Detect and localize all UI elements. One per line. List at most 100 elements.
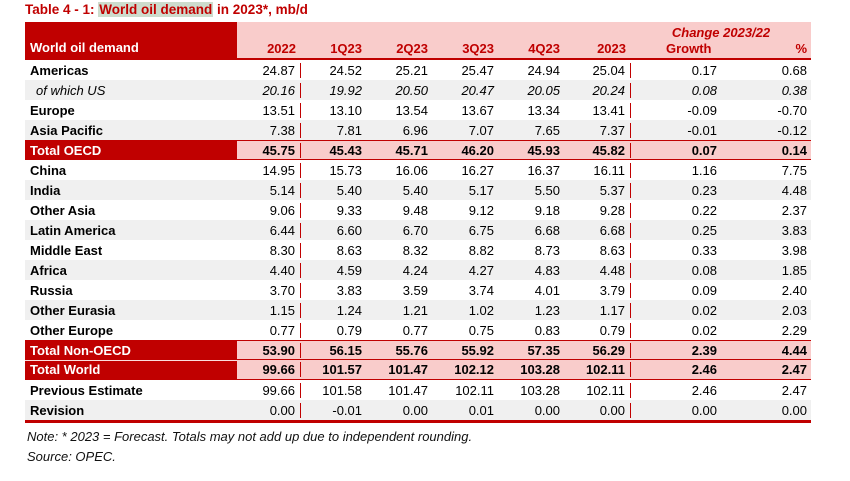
value-cell: 16.27 xyxy=(461,162,494,178)
value-cell: 0.00 xyxy=(781,402,807,418)
value-cell: -0.09 xyxy=(687,102,717,118)
table-header: World oil demand Change 2023/22 2022 1Q2… xyxy=(25,22,811,60)
column-header-2q23: 2Q23 xyxy=(396,41,428,56)
value-cell: 15.73 xyxy=(329,162,362,178)
title-suffix: in 2023*, mb/d xyxy=(213,2,308,17)
row-label: Americas xyxy=(30,62,89,78)
value-cell: 55.92 xyxy=(461,342,494,358)
value-cell: 13.41 xyxy=(565,102,631,118)
value-cell: 16.06 xyxy=(395,162,428,178)
value-cell: 19.92 xyxy=(329,82,362,98)
value-cell: -0.01 xyxy=(687,122,717,138)
row-label: Total OECD xyxy=(25,141,237,159)
value-cell: 4.27 xyxy=(468,262,494,278)
column-header-growth: Growth xyxy=(666,41,712,56)
table-number-label: Table 4 - 1: xyxy=(25,2,99,17)
value-cell: 4.48 xyxy=(565,262,631,278)
value-cell: 0.00 xyxy=(691,402,717,418)
value-cell: 7.75 xyxy=(781,162,807,178)
value-cell: 0.77 xyxy=(402,322,428,338)
table-row: of which US 20.16 19.92 20.50 20.47 20.0… xyxy=(25,80,811,100)
value-cell: 13.51 xyxy=(237,102,301,118)
value-cell: 53.90 xyxy=(237,342,301,358)
value-cell: 0.17 xyxy=(691,62,717,78)
value-cell: 56.15 xyxy=(329,342,362,358)
table-row: Other Eurasia 1.15 1.24 1.21 1.02 1.23 1… xyxy=(25,300,811,320)
table-bottom-rule xyxy=(25,420,811,423)
value-cell: 5.50 xyxy=(534,182,560,198)
value-cell: 0.00 xyxy=(534,402,560,418)
column-header-3q23: 3Q23 xyxy=(462,41,494,56)
value-cell: 0.25 xyxy=(691,222,717,238)
value-cell: 25.47 xyxy=(461,62,494,78)
value-cell: 6.96 xyxy=(402,122,428,138)
row-label: Total World xyxy=(25,360,237,379)
value-cell: 0.79 xyxy=(336,322,362,338)
value-cell: 0.09 xyxy=(691,282,717,298)
value-cell: 0.75 xyxy=(468,322,494,338)
value-cell: 99.66 xyxy=(237,382,301,398)
value-cell: 0.33 xyxy=(691,242,717,258)
value-cell: 20.47 xyxy=(461,82,494,98)
row-label: Middle East xyxy=(30,242,103,258)
table-row: Other Asia 9.06 9.33 9.48 9.12 9.18 9.28… xyxy=(25,200,811,220)
value-cell: 7.37 xyxy=(565,122,631,138)
value-cell: -0.12 xyxy=(777,122,807,138)
value-cell: 102.11 xyxy=(565,382,631,398)
row-label: Latin America xyxy=(30,222,116,238)
note-line: Note: * 2023 = Forecast. Totals may not … xyxy=(27,429,473,444)
value-cell: 0.02 xyxy=(691,302,717,318)
value-cell: 6.75 xyxy=(468,222,494,238)
value-cell: 8.30 xyxy=(237,242,301,258)
value-cell: 13.10 xyxy=(329,102,362,118)
value-cell: 1.24 xyxy=(336,302,362,318)
value-cell: 8.32 xyxy=(402,242,428,258)
value-cell: 13.54 xyxy=(395,102,428,118)
table-row: India 5.14 5.40 5.40 5.17 5.50 5.37 0.23… xyxy=(25,180,811,200)
value-cell: 0.01 xyxy=(468,402,494,418)
table-notes: Note: * 2023 = Forecast. Totals may not … xyxy=(27,427,472,467)
value-cell: 0.83 xyxy=(534,322,560,338)
page-title: Table 4 - 1: World oil demand in 2023*, … xyxy=(25,2,308,17)
value-cell: 46.20 xyxy=(461,142,494,158)
table-row: Europe 13.51 13.10 13.54 13.67 13.34 13.… xyxy=(25,100,811,120)
value-cell: 24.94 xyxy=(527,62,560,78)
value-cell: 3.59 xyxy=(402,282,428,298)
value-cell: 7.65 xyxy=(534,122,560,138)
table-row: Previous Estimate 99.66 101.58 101.47 10… xyxy=(25,380,811,400)
value-cell: 3.74 xyxy=(468,282,494,298)
table-row: Russia 3.70 3.83 3.59 3.74 4.01 3.79 0.0… xyxy=(25,280,811,300)
change-header: Change 2023/22 xyxy=(671,25,771,40)
table-body: Americas 24.87 24.52 25.21 25.47 24.94 2… xyxy=(25,60,811,420)
value-cell: 9.06 xyxy=(237,202,301,218)
value-cell: 45.93 xyxy=(527,142,560,158)
value-cell: 7.81 xyxy=(336,122,362,138)
table-row: Africa 4.40 4.59 4.24 4.27 4.83 4.48 0.0… xyxy=(25,260,811,280)
value-cell: 8.63 xyxy=(336,242,362,258)
value-cell: 9.33 xyxy=(336,202,362,218)
value-cell: 6.44 xyxy=(237,222,301,238)
value-cell: 7.07 xyxy=(468,122,494,138)
value-cell: 57.35 xyxy=(527,342,560,358)
table-row: China 14.95 15.73 16.06 16.27 16.37 16.1… xyxy=(25,160,811,180)
value-cell: 0.08 xyxy=(691,262,717,278)
row-label: Revision xyxy=(30,402,85,418)
value-cell: 45.43 xyxy=(329,142,362,158)
value-cell: 1.85 xyxy=(781,262,807,278)
value-cell: 6.68 xyxy=(534,222,560,238)
row-label: of which US xyxy=(36,82,106,98)
value-cell: 55.76 xyxy=(395,342,428,358)
row-label: Other Asia xyxy=(30,202,96,218)
header-label: World oil demand xyxy=(30,40,139,55)
value-cell: 2.29 xyxy=(781,322,807,338)
value-cell: 45.82 xyxy=(565,142,631,158)
column-header-1q23: 1Q23 xyxy=(330,41,362,56)
change-header-row: Change 2023/22 xyxy=(237,22,811,40)
value-cell: 0.38 xyxy=(781,82,807,98)
value-cell: 0.07 xyxy=(691,142,717,158)
value-cell: 1.15 xyxy=(237,302,301,318)
value-cell: 3.98 xyxy=(781,242,807,258)
value-cell: 3.70 xyxy=(237,282,301,298)
value-cell: 2.47 xyxy=(781,362,807,377)
